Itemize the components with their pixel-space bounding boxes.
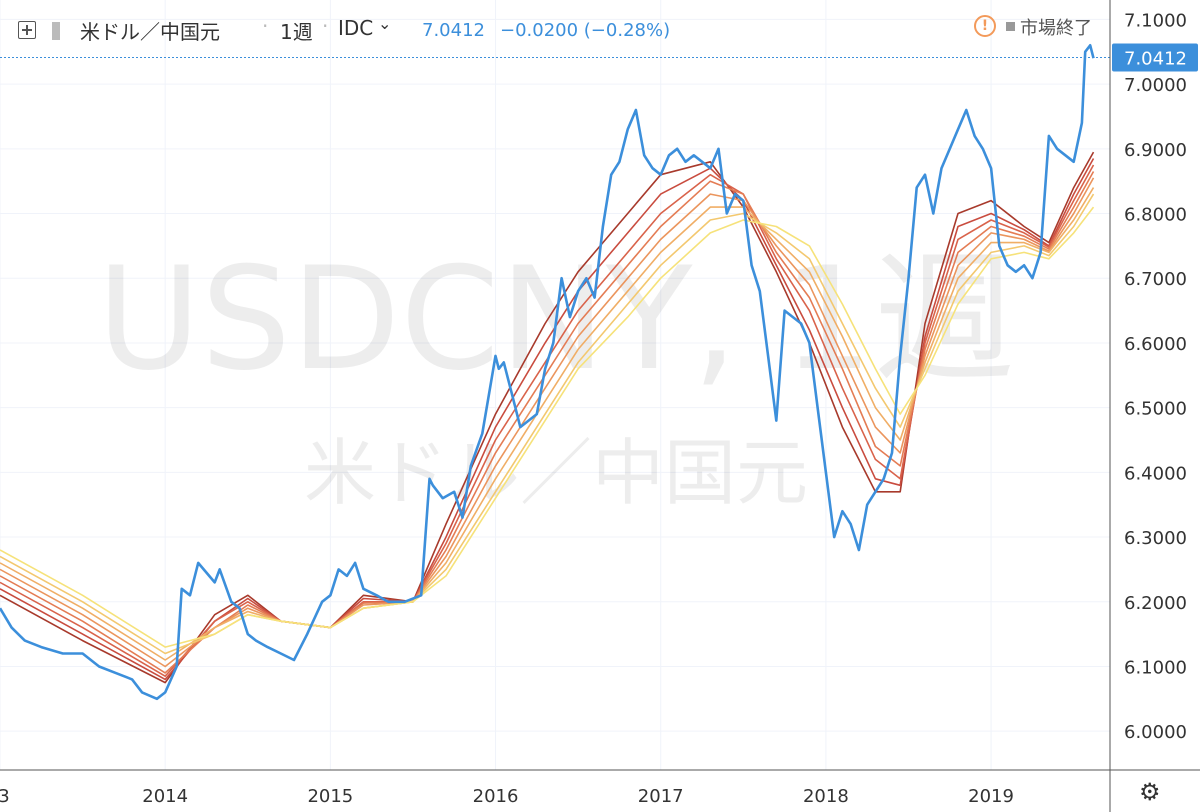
y-tick-label: 7.1000 [1124,10,1187,31]
y-tick-label: 6.3000 [1124,528,1187,549]
last-price-label: 7.0412 [1124,48,1187,69]
chart-header: 米ドル／中国元 · 1週 · IDC ⌄ 7.0412 −0.0200 (−0.… [0,0,1110,60]
ribbon-line [0,177,1095,668]
separator-dot: · [262,14,269,38]
ribbon-line [0,158,1095,681]
x-tick-label: 2018 [803,786,849,807]
chevron-down-icon[interactable]: ⌄ [378,14,392,33]
warning-icon[interactable]: ! [974,15,996,37]
x-tick-label: 2017 [638,786,684,807]
x-tick-label: 3 [0,786,10,807]
ribbon-series [0,151,1095,684]
ribbon-line [0,206,1095,648]
status-square-icon [1006,22,1015,31]
y-tick-label: 6.2000 [1124,593,1187,614]
y-tick-label: 6.8000 [1124,205,1187,226]
grid [0,0,1110,770]
last-price-value: 7.0412 [422,20,485,41]
gear-icon[interactable]: ⚙ [1139,778,1161,806]
x-tick-label: 2016 [473,786,519,807]
y-tick-label: 6.0000 [1124,722,1187,743]
watermark: USDCNY, 1週 米ドル／中国元 [97,237,1015,515]
price-line [0,43,1095,701]
watermark-subtitle: 米ドル／中国元 [304,431,808,515]
interval-label[interactable]: 1週 [280,20,313,44]
market-status: 市場終了 [1020,18,1092,39]
last-price-line: 7.0412 [0,43,1198,72]
source-label[interactable]: IDC [338,16,374,40]
ribbon-line [0,164,1095,678]
plus-box-icon[interactable] [18,21,36,39]
x-tick-label: 2015 [307,786,353,807]
last-price-label-box [1112,43,1198,72]
y-tick-label: 6.6000 [1124,334,1187,355]
y-tick-label: 6.4000 [1124,463,1187,484]
x-tick-label: 2014 [142,786,188,807]
price-series [0,43,1095,701]
x-tick-label: 2019 [968,786,1014,807]
y-tick-label: 6.9000 [1124,140,1187,161]
flag-icon[interactable] [52,22,60,40]
price-change: −0.0200 (−0.28%) [500,20,671,41]
y-tick-label: 6.7000 [1124,269,1187,290]
y-tick-label: 7.0000 [1124,75,1187,96]
symbol-name[interactable]: 米ドル／中国元 [80,20,220,44]
ribbon-line [0,171,1095,674]
ribbon-line [0,187,1095,661]
y-tick-label: 6.5000 [1124,399,1187,420]
separator-dot: · [322,14,329,38]
y-tick-label: 6.1000 [1124,657,1187,678]
